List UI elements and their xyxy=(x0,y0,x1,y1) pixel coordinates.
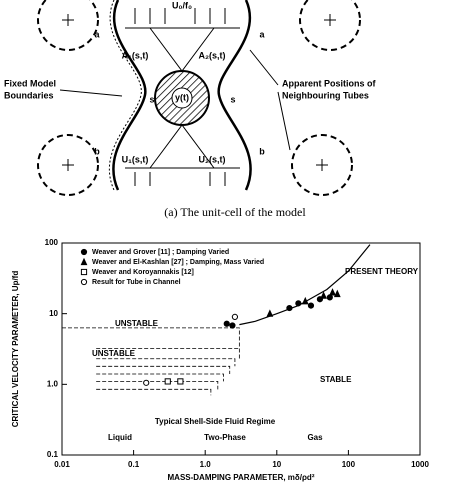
data-point xyxy=(329,288,336,296)
diagram-note: Apparent Positions of xyxy=(282,78,377,88)
data-point xyxy=(320,291,327,299)
annotation: Liquid xyxy=(108,433,132,442)
annotation: Gas xyxy=(307,433,323,442)
diagram-label: A₁(s,t) xyxy=(122,50,149,60)
diagram-label: b xyxy=(259,146,265,156)
data-point xyxy=(286,304,293,312)
stability-boundary xyxy=(96,365,231,375)
data-point xyxy=(229,322,236,329)
y-tick-label: 1.0 xyxy=(47,379,59,388)
diagram-label: b xyxy=(94,146,100,156)
data-point xyxy=(295,300,302,307)
annotation: Two-Phase xyxy=(204,433,246,442)
stability-boundary xyxy=(96,358,236,367)
x-tick-label: 10 xyxy=(272,460,281,469)
diagram-label: a xyxy=(94,29,100,39)
diagram xyxy=(37,0,361,196)
diagram-label: a xyxy=(259,29,265,39)
x-tick-label: 0.01 xyxy=(54,460,70,469)
annotation: UNSTABLE xyxy=(92,349,136,358)
plot-frame xyxy=(61,242,421,456)
y-tick-label: 100 xyxy=(45,238,59,247)
annotation: Typical Shell-Side Fluid Regime xyxy=(155,417,276,426)
x-tick-label: 1000 xyxy=(411,460,429,469)
caption: (a) The unit-cell of the model xyxy=(164,205,306,219)
stability-boundary xyxy=(96,373,224,382)
diagram-label: A₂(s,t) xyxy=(199,50,226,60)
x-tick-label: 0.1 xyxy=(128,460,140,469)
diagram-label: U₁(s,t) xyxy=(122,154,149,164)
data-point xyxy=(307,302,315,309)
y-tick-label: 0.1 xyxy=(47,450,59,459)
legend-marker xyxy=(80,248,88,256)
theory-label: PRESENT THEORY xyxy=(345,267,419,276)
diagram-label: s xyxy=(230,94,235,104)
data-point xyxy=(231,313,239,321)
diagram-note: Fixed Model xyxy=(4,78,56,88)
annotation: STABLE xyxy=(320,375,352,384)
theory-curve xyxy=(239,244,371,326)
stability-boundary xyxy=(62,327,240,359)
legend-marker xyxy=(80,268,88,276)
y-tick-label: 10 xyxy=(49,309,58,318)
stability-boundary xyxy=(96,381,219,390)
legend-marker xyxy=(80,257,88,266)
legend-marker xyxy=(80,278,88,286)
diagram-label: U₀/f₀ xyxy=(172,0,192,10)
data-point xyxy=(223,320,230,327)
annotation: UNSTABLE xyxy=(115,319,159,328)
y-axis-label: CRITICAL VELOCITY PARAMETER, Up/fd xyxy=(11,271,20,428)
legend-label: Weaver and El-Kashlan [27] ; Damping, Ma… xyxy=(92,259,264,266)
data-point xyxy=(143,379,150,386)
stability-boundary xyxy=(96,388,212,396)
data-point xyxy=(177,378,184,385)
data-point xyxy=(164,378,171,385)
data-point xyxy=(301,296,309,305)
data-point xyxy=(266,309,274,317)
legend-label: Weaver and Grover [11] ; Damping Varied xyxy=(92,249,229,256)
diagram-label: y(t) xyxy=(175,92,189,102)
x-tick-label: 1.0 xyxy=(200,460,212,469)
data-point xyxy=(333,289,341,298)
x-tick-label: 100 xyxy=(342,460,356,469)
diagram-note: Neighbouring Tubes xyxy=(282,90,369,100)
data-point xyxy=(326,294,333,301)
diagram-label: U₂(s,t) xyxy=(199,154,226,164)
diagram-label: s xyxy=(149,94,154,104)
legend-label: Result for Tube in Channel xyxy=(92,279,181,286)
legend-label: Weaver and Koroyannakis [12] xyxy=(92,269,194,276)
diagram-note: Boundaries xyxy=(4,90,54,100)
x-axis-label: MASS-DAMPING PARAMETER, mδ/ρd² xyxy=(168,473,315,482)
